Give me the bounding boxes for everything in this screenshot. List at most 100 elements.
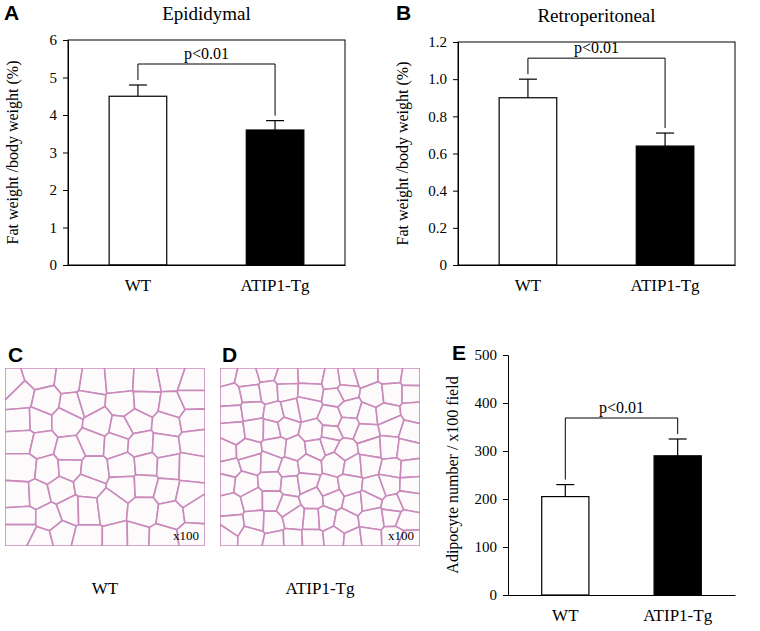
- adipocyte-cell: [360, 527, 382, 546]
- adipocyte-cell: [283, 528, 302, 546]
- adipocyte-cell: [107, 452, 136, 477]
- bar: [542, 497, 589, 595]
- adipocyte-cell: [76, 428, 104, 456]
- annotation: p<0.01: [574, 39, 619, 57]
- x-axis: WTATIP1-Tg: [459, 265, 736, 295]
- adipocyte-cell: [297, 454, 322, 475]
- y-tick: 5: [50, 70, 69, 86]
- y-tick: 300: [475, 443, 509, 459]
- micrograph: [220, 368, 420, 546]
- y-tick-mark: [63, 153, 68, 154]
- adipocyte-cell: [303, 509, 320, 530]
- significance-bracket: [138, 64, 275, 116]
- error-bar: [519, 79, 537, 98]
- x-tick-label: ATIP1-Tg: [643, 606, 712, 625]
- adipocyte-cell: [220, 524, 238, 546]
- panel-letter: B: [396, 1, 411, 24]
- y-tick: 0: [490, 587, 509, 603]
- adipocyte-cell: [5, 454, 37, 482]
- x-tick: ATIP1-Tg: [643, 595, 712, 625]
- adipocyte-cell: [240, 487, 262, 511]
- y-tick-mark: [453, 79, 458, 80]
- y-tick: 0.8: [428, 109, 458, 125]
- micrograph-background: [220, 368, 420, 546]
- adipocyte-cell: [157, 454, 180, 480]
- annotation: p<0.01: [599, 399, 644, 417]
- y-tick-label: 1: [50, 220, 58, 236]
- y-tick: 0.4: [428, 183, 458, 199]
- image-panel-0: Cx100WT: [5, 343, 205, 598]
- y-tick-label: 0.4: [428, 183, 447, 199]
- y-tick-label: 200: [475, 491, 498, 507]
- y-tick-mark: [503, 451, 508, 452]
- x-tick-label: WT: [552, 606, 579, 625]
- y-tick-mark: [63, 115, 68, 116]
- bar: [654, 456, 701, 595]
- adipocyte-cell: [102, 521, 127, 546]
- x-axis-line: [459, 265, 736, 266]
- image-caption: ATIP1-Tg: [286, 579, 355, 598]
- y-axis-title: Adipocyte number / x100 field: [444, 376, 462, 573]
- adipocyte-cell: [298, 368, 325, 384]
- panel-0: AEpididymal0123456WTATIP1-TgFat weight /…: [4, 1, 346, 295]
- adipocyte-cell: [278, 457, 300, 477]
- y-tick-mark: [503, 355, 508, 356]
- x-tick-label: WT: [515, 276, 542, 295]
- micrograph: [5, 368, 205, 546]
- y-tick-mark: [503, 499, 508, 500]
- bar: [246, 130, 304, 265]
- adipocyte-cell: [262, 530, 284, 546]
- adipocyte-cell: [239, 384, 262, 402]
- y-tick-label: 1.0: [428, 71, 447, 87]
- y-tick: 0: [50, 257, 69, 273]
- y-tick-label: 5: [50, 70, 58, 86]
- y-tick: 0: [440, 257, 459, 273]
- y-tick: 6: [50, 32, 69, 48]
- x-axis: WTATIP1-Tg: [69, 265, 346, 295]
- error-bar: [556, 485, 574, 497]
- y-tick: 1: [50, 220, 69, 236]
- adipocyte-cell: [322, 368, 341, 389]
- bar: [636, 146, 694, 265]
- y-tick-mark: [503, 595, 508, 596]
- y-tick-mark: [503, 403, 508, 404]
- x-tick: WT: [125, 265, 152, 295]
- adipocyte-cell: [177, 368, 205, 391]
- error-bar: [129, 85, 147, 96]
- y-axis-title: Fat weight /body weight (%): [4, 61, 22, 245]
- annotation: p<0.01: [184, 45, 229, 63]
- y-tick-mark: [453, 265, 458, 266]
- adipocyte-cell: [400, 458, 420, 477]
- adipocyte-cell: [282, 505, 304, 530]
- x-axis-line: [69, 265, 346, 266]
- y-tick-label: 500: [475, 347, 498, 363]
- x-axis-line: [509, 595, 736, 596]
- y-tick: 0.2: [428, 220, 458, 236]
- adipocyte-cell: [5, 381, 35, 410]
- adipocyte-cell: [397, 438, 420, 460]
- adipocyte-cell: [177, 391, 205, 410]
- error-bar-stem: [664, 133, 665, 146]
- panel-2: E0100200300400500WTATIP1-TgAdipocyte num…: [444, 341, 736, 625]
- y-tick-mark: [63, 228, 68, 229]
- adipocyte-cell: [302, 529, 324, 546]
- bar: [109, 96, 167, 265]
- adipocyte-cell: [27, 526, 54, 546]
- y-tick-mark: [63, 78, 68, 79]
- error-bar-stem: [565, 485, 566, 497]
- y-tick-mark: [63, 190, 68, 191]
- error-bar-cap: [129, 84, 147, 85]
- adipocyte-cell: [179, 409, 205, 432]
- y-tick-label: 300: [475, 443, 498, 459]
- bar: [499, 98, 557, 265]
- adipocyte-cell: [56, 495, 78, 526]
- y-tick-label: 3: [50, 145, 58, 161]
- x-tick: WT: [515, 265, 542, 295]
- y-tick-mark: [63, 40, 68, 41]
- adipocyte-cell: [357, 402, 378, 425]
- panel-letter: E: [452, 341, 466, 364]
- y-tick-label: 2: [50, 182, 58, 198]
- y-tick-label: 0: [50, 257, 58, 273]
- significance-bracket: [565, 418, 677, 480]
- y-tick-mark: [453, 42, 458, 43]
